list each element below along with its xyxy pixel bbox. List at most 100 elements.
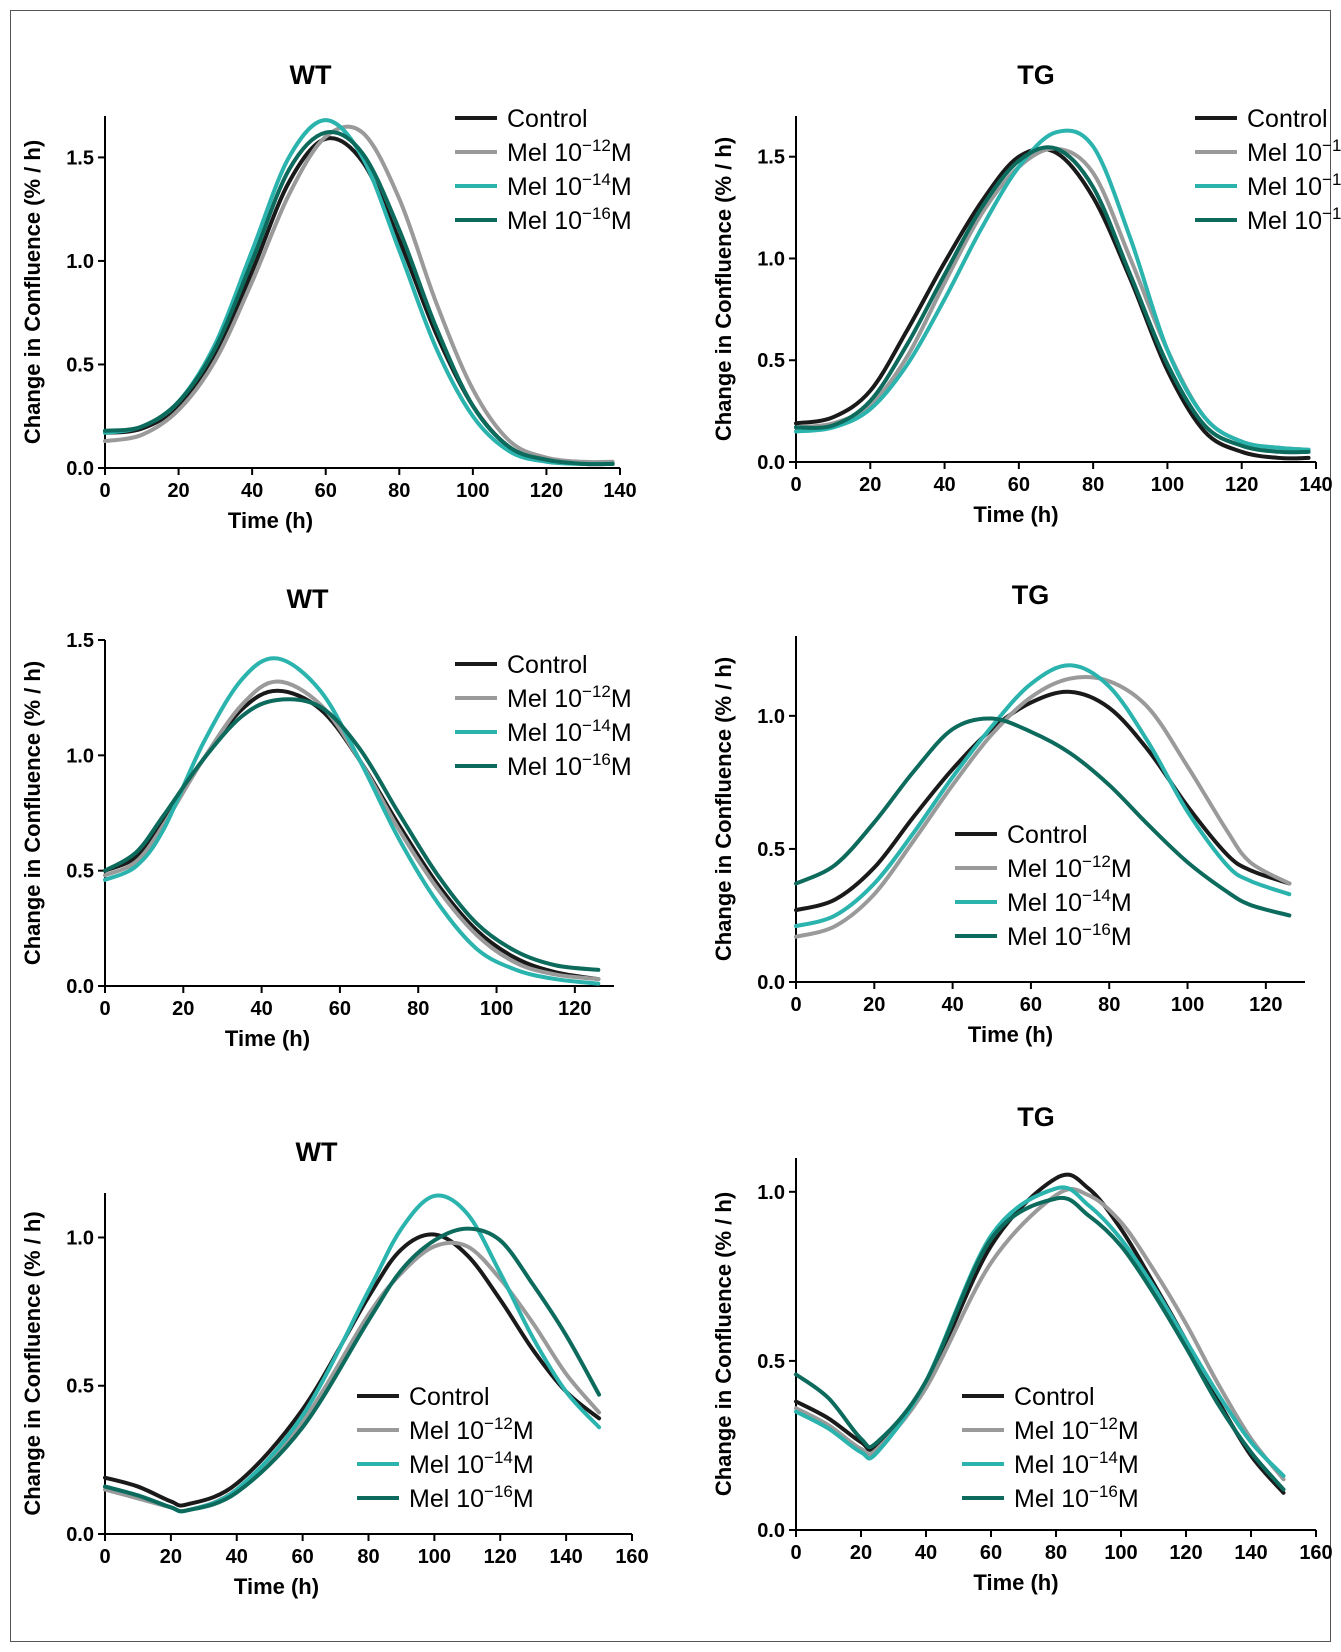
y-tick-label: 1.0 xyxy=(757,706,785,728)
legend-label: Control xyxy=(409,1383,490,1411)
legend-label: Mel 10−12M xyxy=(409,1414,534,1445)
x-tick-label: 120 xyxy=(1169,1542,1202,1564)
legend-label: Mel 10−14M xyxy=(409,1448,534,1479)
x-tick-label: 120 xyxy=(1225,474,1258,496)
chart-title: TG xyxy=(1017,1102,1055,1132)
x-tick-label: 80 xyxy=(388,480,410,502)
x-axis-label: Time (h) xyxy=(228,508,313,533)
legend-label: Mel 10−12M xyxy=(1007,852,1132,883)
y-tick-label: 1.0 xyxy=(66,745,94,767)
series-line-1 xyxy=(794,146,1311,461)
x-tick-label: 100 xyxy=(480,998,513,1020)
legend-label: Control xyxy=(507,105,588,133)
y-axis-label: Change in Confluence (% / h) xyxy=(20,661,45,965)
x-tick-label: 0 xyxy=(790,1542,801,1564)
x-tick-label: 0 xyxy=(99,480,110,502)
y-tick-label: 0.0 xyxy=(66,458,94,480)
legend-label: Mel 10−12M xyxy=(1014,1414,1139,1445)
chart-title: TG xyxy=(1017,60,1055,90)
legend-label: Mel 10−12M xyxy=(507,682,632,713)
x-tick-label: 0 xyxy=(99,1546,110,1568)
x-axis-label: Time (h) xyxy=(225,1026,310,1051)
x-tick-label: 0 xyxy=(790,474,801,496)
x-tick-label: 100 xyxy=(1171,994,1204,1016)
x-tick-label: 40 xyxy=(250,998,272,1020)
x-tick-label: 160 xyxy=(615,1546,648,1568)
y-tick-label: 0.0 xyxy=(757,452,785,474)
legend-label: Control xyxy=(1014,1383,1095,1411)
series-line-4 xyxy=(103,697,601,972)
x-axis-label: Time (h) xyxy=(973,1570,1058,1595)
chart-panel-6: 0 20 40 60 80 100 120 140 160 0.0 0.5 1.0 TG Time (h)… xyxy=(711,1102,1333,1595)
y-tick-label: 1.0 xyxy=(66,1227,94,1249)
y-tick-label: 1.0 xyxy=(757,1182,785,1204)
x-tick-label: 0 xyxy=(99,998,110,1020)
y-axis-label: Change in Confluence (% / h) xyxy=(711,657,736,961)
y-tick-label: 0.5 xyxy=(66,861,94,883)
x-axis-label: Time (h) xyxy=(234,1574,319,1599)
x-tick-label: 140 xyxy=(549,1546,582,1568)
x-tick-label: 120 xyxy=(530,480,563,502)
x-axis-label: Time (h) xyxy=(968,1022,1053,1047)
y-tick-label: 0.5 xyxy=(66,354,94,376)
series-line-1 xyxy=(103,1232,602,1508)
legend-label: Mel 10−14M xyxy=(507,170,632,201)
legend-label: Mel 10−16M xyxy=(409,1482,534,1513)
chart-panel-2: 0 20 40 60 80 100 120 140 0.0 0.5 1.0 1.5 TG Time (h)… xyxy=(711,60,1341,527)
x-tick-label: 40 xyxy=(226,1546,248,1568)
series-line-3 xyxy=(794,1185,1286,1478)
x-tick-label: 40 xyxy=(915,1542,937,1564)
legend-label: Mel 10−16M xyxy=(1247,204,1341,235)
x-tick-label: 140 xyxy=(603,480,636,502)
x-tick-label: 120 xyxy=(1249,994,1282,1016)
x-tick-label: 80 xyxy=(1082,474,1104,496)
x-tick-label: 60 xyxy=(292,1546,314,1568)
x-tick-label: 40 xyxy=(241,480,263,502)
chart-panel-3: 0 20 40 60 80 100 120 0.0 0.5 1.0 1.5 WT Time (h) Cha… xyxy=(20,584,632,1051)
y-axis-label: Change in Confluence (% / h) xyxy=(711,1192,736,1496)
chart-title: WT xyxy=(287,584,329,614)
legend-label: Control xyxy=(1247,105,1328,133)
x-tick-label: 140 xyxy=(1234,1542,1267,1564)
x-tick-label: 0 xyxy=(790,994,801,1016)
x-tick-label: 100 xyxy=(1104,1542,1137,1564)
x-tick-label: 40 xyxy=(941,994,963,1016)
y-tick-label: 0.0 xyxy=(757,972,785,994)
x-tick-label: 40 xyxy=(933,474,955,496)
y-axis-label: Change in Confluence (% / h) xyxy=(20,1211,45,1515)
figure-frame xyxy=(10,10,1331,1642)
legend-label: Mel 10−12M xyxy=(1247,136,1341,167)
y-axis-label: Change in Confluence (% / h) xyxy=(711,137,736,441)
x-tick-label: 160 xyxy=(1299,1542,1332,1564)
x-tick-label: 20 xyxy=(167,480,189,502)
y-tick-label: 0.5 xyxy=(757,1351,785,1373)
y-tick-label: 0.0 xyxy=(66,976,94,998)
y-tick-label: 1.0 xyxy=(757,248,785,270)
legend-label: Mel 10−16M xyxy=(1014,1482,1139,1513)
y-tick-label: 1.5 xyxy=(66,630,94,652)
chart-title: WT xyxy=(296,1137,338,1167)
y-tick-label: 1.5 xyxy=(757,147,785,169)
y-tick-label: 1.0 xyxy=(66,251,94,273)
series-line-2 xyxy=(794,674,1292,939)
y-tick-label: 0.5 xyxy=(757,839,785,861)
x-tick-label: 20 xyxy=(160,1546,182,1568)
legend-label: Mel 10−14M xyxy=(1007,886,1132,917)
x-tick-label: 80 xyxy=(357,1546,379,1568)
series-line-2 xyxy=(794,1187,1286,1482)
x-tick-label: 20 xyxy=(172,998,194,1020)
legend-label: Control xyxy=(507,651,588,679)
chart-title: WT xyxy=(290,60,332,90)
series-line-2 xyxy=(103,124,615,465)
series-line-1 xyxy=(794,689,1292,913)
legend-label: Mel 10−14M xyxy=(1247,170,1341,201)
chart-panel-5: 0 20 40 60 80 100 120 140 160 0.0 0.5 1.0 WT Time (h)… xyxy=(20,1137,649,1599)
series-line-4 xyxy=(103,129,615,467)
series-line-3 xyxy=(103,118,615,467)
legend-label: Mel 10−12M xyxy=(507,136,632,167)
